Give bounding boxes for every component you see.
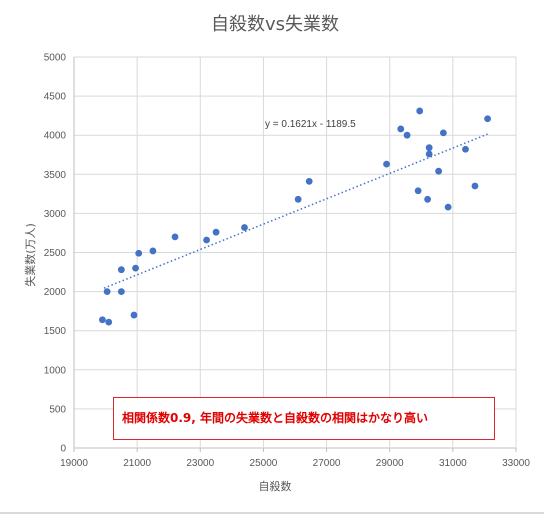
data-point (305, 177, 313, 185)
annotation-text: 相関係数0.9, 年間の失業数と自殺数の相関はかなり高い (122, 411, 428, 425)
data-point (403, 131, 411, 139)
data-point (132, 264, 139, 272)
y-tick-label: 5000 (44, 53, 67, 64)
y-tick-label: 2500 (44, 248, 67, 259)
data-point (425, 144, 433, 152)
y-tick-label: 4500 (44, 92, 67, 103)
trendline-equation: y = 0.1621x - 1189.5 (265, 119, 356, 130)
x-axis-label: 自殺数 (259, 479, 292, 493)
data-point (471, 182, 479, 190)
data-point (383, 160, 390, 168)
data-point (425, 150, 433, 158)
y-tick-label: 0 (60, 444, 66, 455)
y-tick-label: 4000 (44, 131, 67, 142)
data-point (462, 145, 469, 153)
y-tick-label: 1000 (44, 365, 67, 376)
data-point (294, 195, 302, 203)
annotation-box: 相関係数0.9, 年間の失業数と自殺数の相関はかなり高い (113, 397, 495, 440)
bottom-divider (0, 512, 544, 514)
y-axis-ticks: 0 500 1000 1500 2000 2500 3000 3500 4000 4500 5000 (44, 53, 67, 455)
data-point (103, 288, 111, 295)
gridlines (73, 56, 517, 452)
data-point (424, 195, 431, 203)
chart-title: 自殺数vs失業数 (211, 14, 339, 35)
y-tick-label: 2000 (44, 287, 67, 298)
data-point (203, 236, 211, 244)
x-tick-label: 31000 (439, 458, 467, 469)
data-point (212, 228, 220, 236)
x-tick-label: 33000 (502, 458, 530, 469)
data-point (149, 247, 157, 255)
x-tick-label: 21000 (123, 458, 151, 469)
x-tick-label: 23000 (186, 458, 214, 469)
data-point (117, 266, 125, 274)
data-point (99, 316, 106, 324)
y-axis-label: 失業数(万人) (24, 223, 37, 287)
y-tick-label: 3000 (44, 209, 67, 220)
data-point (105, 318, 113, 326)
trendline-group (103, 133, 488, 289)
y-tick-label: 3500 (44, 170, 67, 181)
x-tick-label: 19000 (60, 458, 88, 469)
x-tick-label: 25000 (250, 458, 278, 469)
trendline (103, 133, 488, 289)
data-point (130, 311, 138, 319)
data-point (135, 249, 143, 257)
x-tick-label: 27000 (313, 458, 341, 469)
data-point (444, 203, 452, 211)
x-axis-ticks: 19000 21000 23000 25000 27000 29000 31000 33000 (60, 458, 530, 469)
data-point (439, 129, 447, 137)
data-point (484, 115, 491, 123)
data-point (435, 167, 443, 175)
data-point (397, 125, 405, 133)
data-point (117, 288, 125, 295)
data-point (241, 224, 248, 231)
data-point (416, 107, 424, 115)
y-tick-label: 500 (49, 404, 66, 415)
x-tick-label: 29000 (376, 458, 404, 469)
y-tick-label: 1500 (44, 326, 67, 337)
data-point (414, 187, 422, 195)
data-point (171, 233, 179, 241)
data-points (99, 107, 491, 326)
